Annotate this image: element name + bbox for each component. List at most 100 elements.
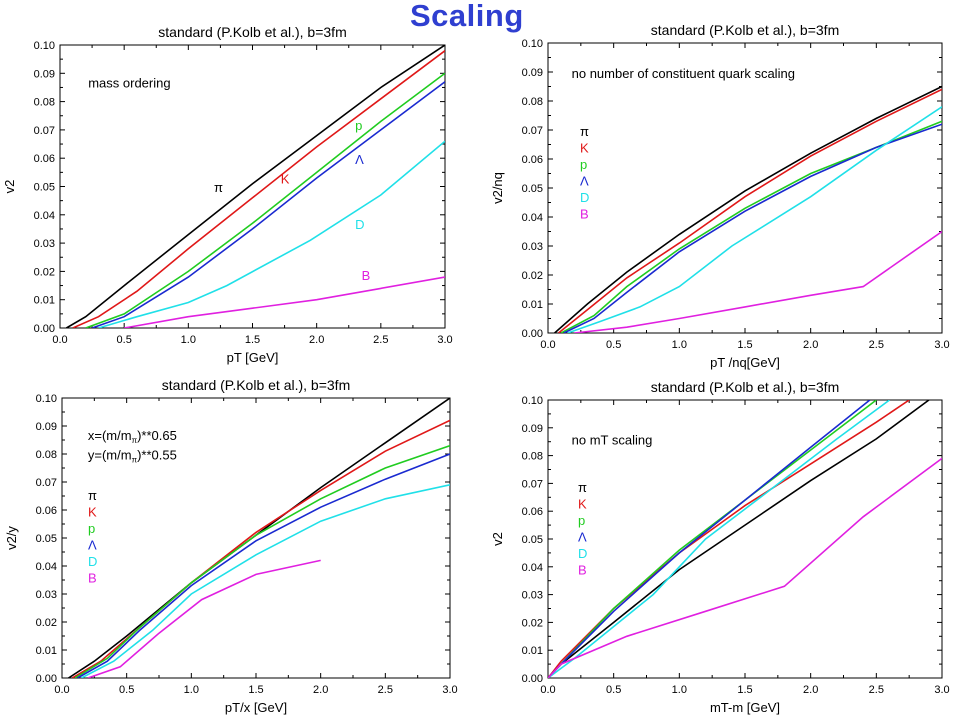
series-label: K — [281, 172, 290, 187]
x-tick-label: 1.5 — [737, 339, 752, 351]
legend-entry: D — [578, 546, 587, 561]
legend-entry: D — [88, 554, 97, 569]
series-line-B — [574, 230, 942, 333]
chart-panel-4: standard (P.Kolb et al.), b=3fm 0.0 0.5 1.0… — [490, 379, 950, 715]
y-tick-label: 0.01 — [522, 299, 543, 311]
y-tick-label: 0.04 — [522, 562, 543, 574]
x-tick-label: 2.5 — [373, 334, 388, 346]
series-line-K — [72, 50, 445, 328]
annotation: mass ordering — [88, 75, 170, 90]
chart-title: standard (P.Kolb et al.), b=3fm — [651, 379, 839, 395]
series-line-K — [548, 400, 910, 678]
x-tick-label: 1.0 — [184, 684, 199, 696]
y-tick-label: 0.07 — [34, 125, 55, 137]
y-tick-label: 0.08 — [522, 96, 543, 108]
y-tick-label: 0.10 — [522, 38, 543, 50]
x-tick-label: 0.0 — [54, 684, 69, 696]
legend-entry: π — [578, 480, 587, 495]
legend-entry: K — [580, 141, 589, 156]
y-tick-label: 0.08 — [522, 451, 543, 463]
legend-entry: p — [580, 157, 587, 172]
legend-entry: K — [578, 497, 587, 512]
y-tick-label: 0.03 — [36, 589, 57, 601]
x-tick-label: 0.5 — [606, 684, 621, 696]
y-tick-label: 0.07 — [522, 125, 543, 137]
y-tick-label: 0.01 — [34, 295, 55, 307]
legend-entry: p — [88, 521, 95, 536]
series-line-B — [548, 457, 942, 678]
y-tick-label: 0.00 — [36, 673, 57, 685]
chart-panel-1: standard (P.Kolb et al.), b=3fm 0.0 0.5 1.0… — [2, 24, 453, 365]
y-tick-label: 0.08 — [36, 449, 57, 461]
x-axis-label: pT/x [GeV] — [225, 700, 287, 715]
x-tick-label: 2.5 — [869, 339, 884, 351]
legend-entry: π — [580, 124, 589, 139]
x-tick-label: 2.0 — [803, 339, 818, 351]
plot-frame — [547, 42, 943, 334]
y-tick-label: 0.04 — [36, 561, 57, 573]
series-line-π — [548, 400, 930, 678]
y-tick-label: 0.10 — [522, 395, 543, 407]
series-line-Λ — [91, 81, 445, 328]
x-tick-label: 0.0 — [52, 334, 67, 346]
y-axis-label: v2 — [2, 180, 17, 194]
x-tick-label: 2.0 — [313, 684, 328, 696]
x-tick-label: 2.5 — [869, 684, 884, 696]
x-tick-label: 1.0 — [672, 339, 687, 351]
y-axis-label: v2 — [490, 532, 505, 546]
annotation: no mT scaling — [572, 432, 653, 447]
annotation: no number of constituent quark scaling — [572, 66, 795, 81]
series-line-B — [124, 276, 445, 328]
series-line-Λ — [77, 453, 450, 678]
y-tick-label: 0.00 — [522, 328, 543, 340]
x-tick-label: 2.0 — [803, 684, 818, 696]
y-tick-label: 0.02 — [522, 617, 543, 629]
legend-entry: π — [88, 488, 97, 503]
y-tick-label: 0.08 — [34, 97, 55, 109]
chart-title: standard (P.Kolb et al.), b=3fm — [162, 377, 350, 393]
series-line-p — [74, 444, 450, 678]
x-tick-label: 1.0 — [181, 334, 196, 346]
y-tick-label: 0.09 — [34, 68, 55, 80]
y-tick-label: 0.00 — [34, 323, 55, 335]
legend-entry: D — [580, 190, 589, 205]
y-tick-label: 0.01 — [522, 645, 543, 657]
series-line-D — [567, 106, 942, 333]
y-axis-label: v2/nq — [490, 172, 505, 204]
y-tick-label: 0.05 — [522, 183, 543, 195]
y-tick-label: 0.06 — [522, 506, 543, 518]
y-axis-label: v2/y — [4, 526, 19, 550]
series-line-Λ — [563, 123, 942, 333]
legend-entry: Λ — [88, 538, 97, 553]
series-line-π — [65, 45, 445, 328]
annotation-y-def: y=(m/mπ)**0.55 — [88, 448, 177, 465]
series-line-D — [81, 484, 450, 678]
y-tick-label: 0.01 — [36, 645, 57, 657]
series-line-K — [557, 88, 942, 333]
x-tick-label: 0.0 — [540, 684, 555, 696]
x-tick-label: 1.5 — [248, 684, 263, 696]
series-label: π — [214, 180, 223, 195]
x-tick-label: 1.0 — [672, 684, 687, 696]
chart-panel-2: standard (P.Kolb et al.), b=3fm 0.0 0.5 1.0… — [490, 22, 950, 370]
x-tick-label: 1.5 — [737, 684, 752, 696]
legend-entry: Λ — [580, 174, 589, 189]
x-axis-label: pT /nq[GeV] — [710, 355, 780, 370]
y-tick-label: 0.00 — [522, 673, 543, 685]
x-tick-label: 0.5 — [119, 684, 134, 696]
x-tick-label: 3.0 — [934, 684, 949, 696]
y-tick-label: 0.09 — [522, 67, 543, 79]
x-axis-label: pT [GeV] — [227, 350, 279, 365]
x-tick-label: 0.0 — [540, 339, 555, 351]
legend-entry: K — [88, 505, 97, 520]
y-tick-label: 0.09 — [522, 423, 543, 435]
y-tick-label: 0.02 — [36, 617, 57, 629]
x-tick-label: 0.5 — [117, 334, 132, 346]
series-line-D — [98, 140, 445, 328]
annotation-x-def: x=(m/mπ)**0.65 — [88, 428, 177, 445]
y-tick-label: 0.02 — [34, 266, 55, 278]
series-line-p — [85, 72, 445, 328]
x-axis-label: mT-m [GeV] — [710, 700, 780, 715]
legend-entry: B — [580, 207, 589, 222]
